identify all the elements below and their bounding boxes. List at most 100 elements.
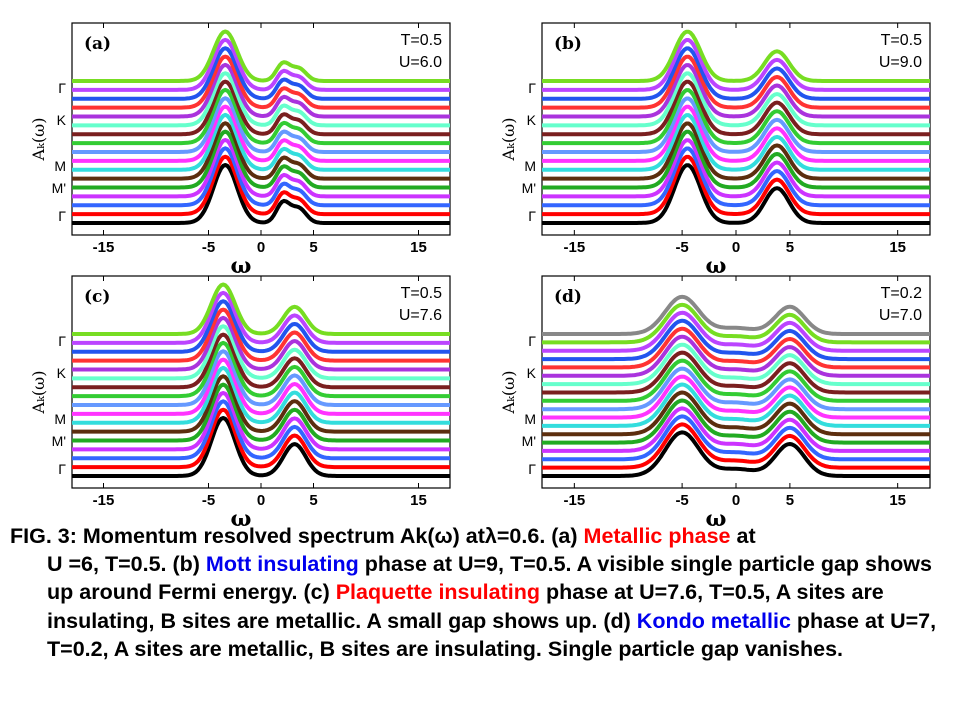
y-tick-label: M': [52, 433, 66, 449]
spectrum-curve: [72, 416, 450, 478]
y-tick-label: Γ: [528, 80, 536, 96]
x-tick-label: -15: [563, 239, 585, 256]
x-tick-label: 0: [732, 239, 740, 256]
spectrum-curve: [542, 358, 930, 403]
panel-label: (a): [84, 34, 111, 54]
caption-part: phase at U=7, T=0.2, A sites are metalli…: [47, 608, 937, 661]
spectrum-curve: [542, 334, 930, 378]
spectrum-curve: [72, 146, 450, 208]
spectrum-curve: [542, 138, 930, 199]
spectrum-curve: [72, 374, 450, 434]
panel-label: (c): [84, 287, 110, 307]
y-tick-label: Γ: [528, 333, 536, 349]
spectrum-curve: [72, 365, 450, 425]
parameter-annotation: U=7.6: [399, 307, 442, 324]
parameter-annotation: T=0.5: [401, 32, 442, 49]
spectrum-curve: [542, 104, 930, 163]
spectrum-curve: [542, 63, 930, 119]
spectrum-curve: [72, 307, 450, 363]
x-tick-label: 5: [309, 239, 317, 256]
x-tick-label: -15: [93, 239, 115, 256]
spectrum-curve: [542, 302, 930, 345]
spectrum-curve: [542, 398, 930, 445]
spectrum-curve: [542, 342, 930, 387]
spectrum-curve: [542, 294, 930, 336]
spectrum-curve: [72, 29, 450, 83]
caption-part: at: [730, 524, 756, 548]
spectrum-curve: [72, 121, 450, 181]
y-tick-label: M: [524, 411, 536, 427]
spectrum-curve: [72, 71, 450, 128]
spectrum-curve: [542, 366, 930, 412]
spectrum-curve: [72, 154, 450, 217]
caption-metallic-phase: Metallic phase: [583, 524, 731, 548]
spectrum-curve: [542, 54, 930, 110]
x-tick-label: 15: [889, 492, 906, 509]
parameter-annotation: U=6.0: [399, 54, 442, 71]
x-tick-label: 15: [410, 492, 427, 509]
spectrum-curve: [72, 62, 450, 119]
caption-part: FIG. 3: Momentum resolved spectrum Ak(ω)…: [10, 524, 584, 548]
caption-text: FIG. 3: Momentum resolved spectrum Ak(ω)…: [10, 522, 950, 663]
spectrum-curve: [72, 315, 450, 372]
plot-frame: [541, 275, 931, 489]
x-tick-label: -5: [202, 492, 215, 509]
spectrum-curve: [542, 326, 930, 370]
y-tick-label: Γ: [58, 333, 66, 349]
y-axis-label: Aₖ(ω): [499, 371, 518, 415]
y-axis-label: Aₖ(ω): [29, 371, 48, 415]
spectrum-curve: [72, 129, 450, 190]
spectrum-curve: [72, 46, 450, 101]
x-tick-label: 5: [786, 492, 794, 509]
spectrum-curve: [542, 113, 930, 172]
parameter-annotation: T=0.5: [401, 285, 442, 302]
parameter-annotation: T=0.2: [881, 285, 922, 302]
spectrum-curve: [542, 374, 930, 420]
spectrum-curve: [542, 38, 930, 92]
x-tick-label: 0: [257, 492, 265, 509]
x-tick-label: -5: [675, 492, 688, 509]
y-tick-label: M: [54, 158, 66, 174]
x-axis-label: ω: [706, 506, 727, 532]
spectrum-curve: [72, 407, 450, 470]
spectrum-curve: [72, 96, 450, 154]
y-axis-label: Aₖ(ω): [499, 118, 518, 162]
y-tick-label: M: [54, 411, 66, 427]
spectrum-curve: [542, 422, 930, 470]
x-tick-label: -15: [93, 492, 115, 509]
x-axis-label: ω: [231, 506, 252, 532]
y-axis-label: Aₖ(ω): [29, 118, 48, 162]
caption-kondo-metallic: Kondo metallic: [636, 608, 791, 633]
y-tick-label: M': [52, 180, 66, 196]
caption-plaquette-insulating: Plaquette insulating: [335, 580, 540, 605]
spectrum-curve: [72, 299, 450, 354]
caption-mott-insulating: Mott insulating: [205, 552, 359, 577]
x-tick-label: 0: [732, 492, 740, 509]
spectrum-curve: [72, 349, 450, 407]
spectrum-curve: [72, 112, 450, 172]
x-tick-label: -15: [563, 492, 585, 509]
x-tick-label: -5: [202, 239, 215, 256]
spectrum-curve: [542, 96, 930, 154]
spectrum-curve: [72, 163, 450, 225]
spectrum-curve: [542, 46, 930, 101]
y-tick-label: M: [524, 158, 536, 174]
spectrum-curve: [542, 154, 930, 217]
spectrum-curve: [72, 324, 450, 381]
spectrum-curve: [542, 406, 930, 453]
spectrum-curve: [542, 121, 930, 181]
y-tick-label: K: [527, 112, 537, 128]
spectrum-curve: [72, 87, 450, 146]
spectrum-curve: [542, 430, 930, 478]
y-tick-label: Γ: [58, 80, 66, 96]
caption-part: phase at U=7.6, T=0.5, A sites are insul…: [47, 580, 884, 633]
x-tick-label: -5: [675, 239, 688, 256]
spectrum-curve: [72, 79, 450, 137]
y-tick-label: Γ: [58, 461, 66, 477]
spectrum-curve: [542, 382, 930, 428]
spectrum-curve: [542, 350, 930, 395]
